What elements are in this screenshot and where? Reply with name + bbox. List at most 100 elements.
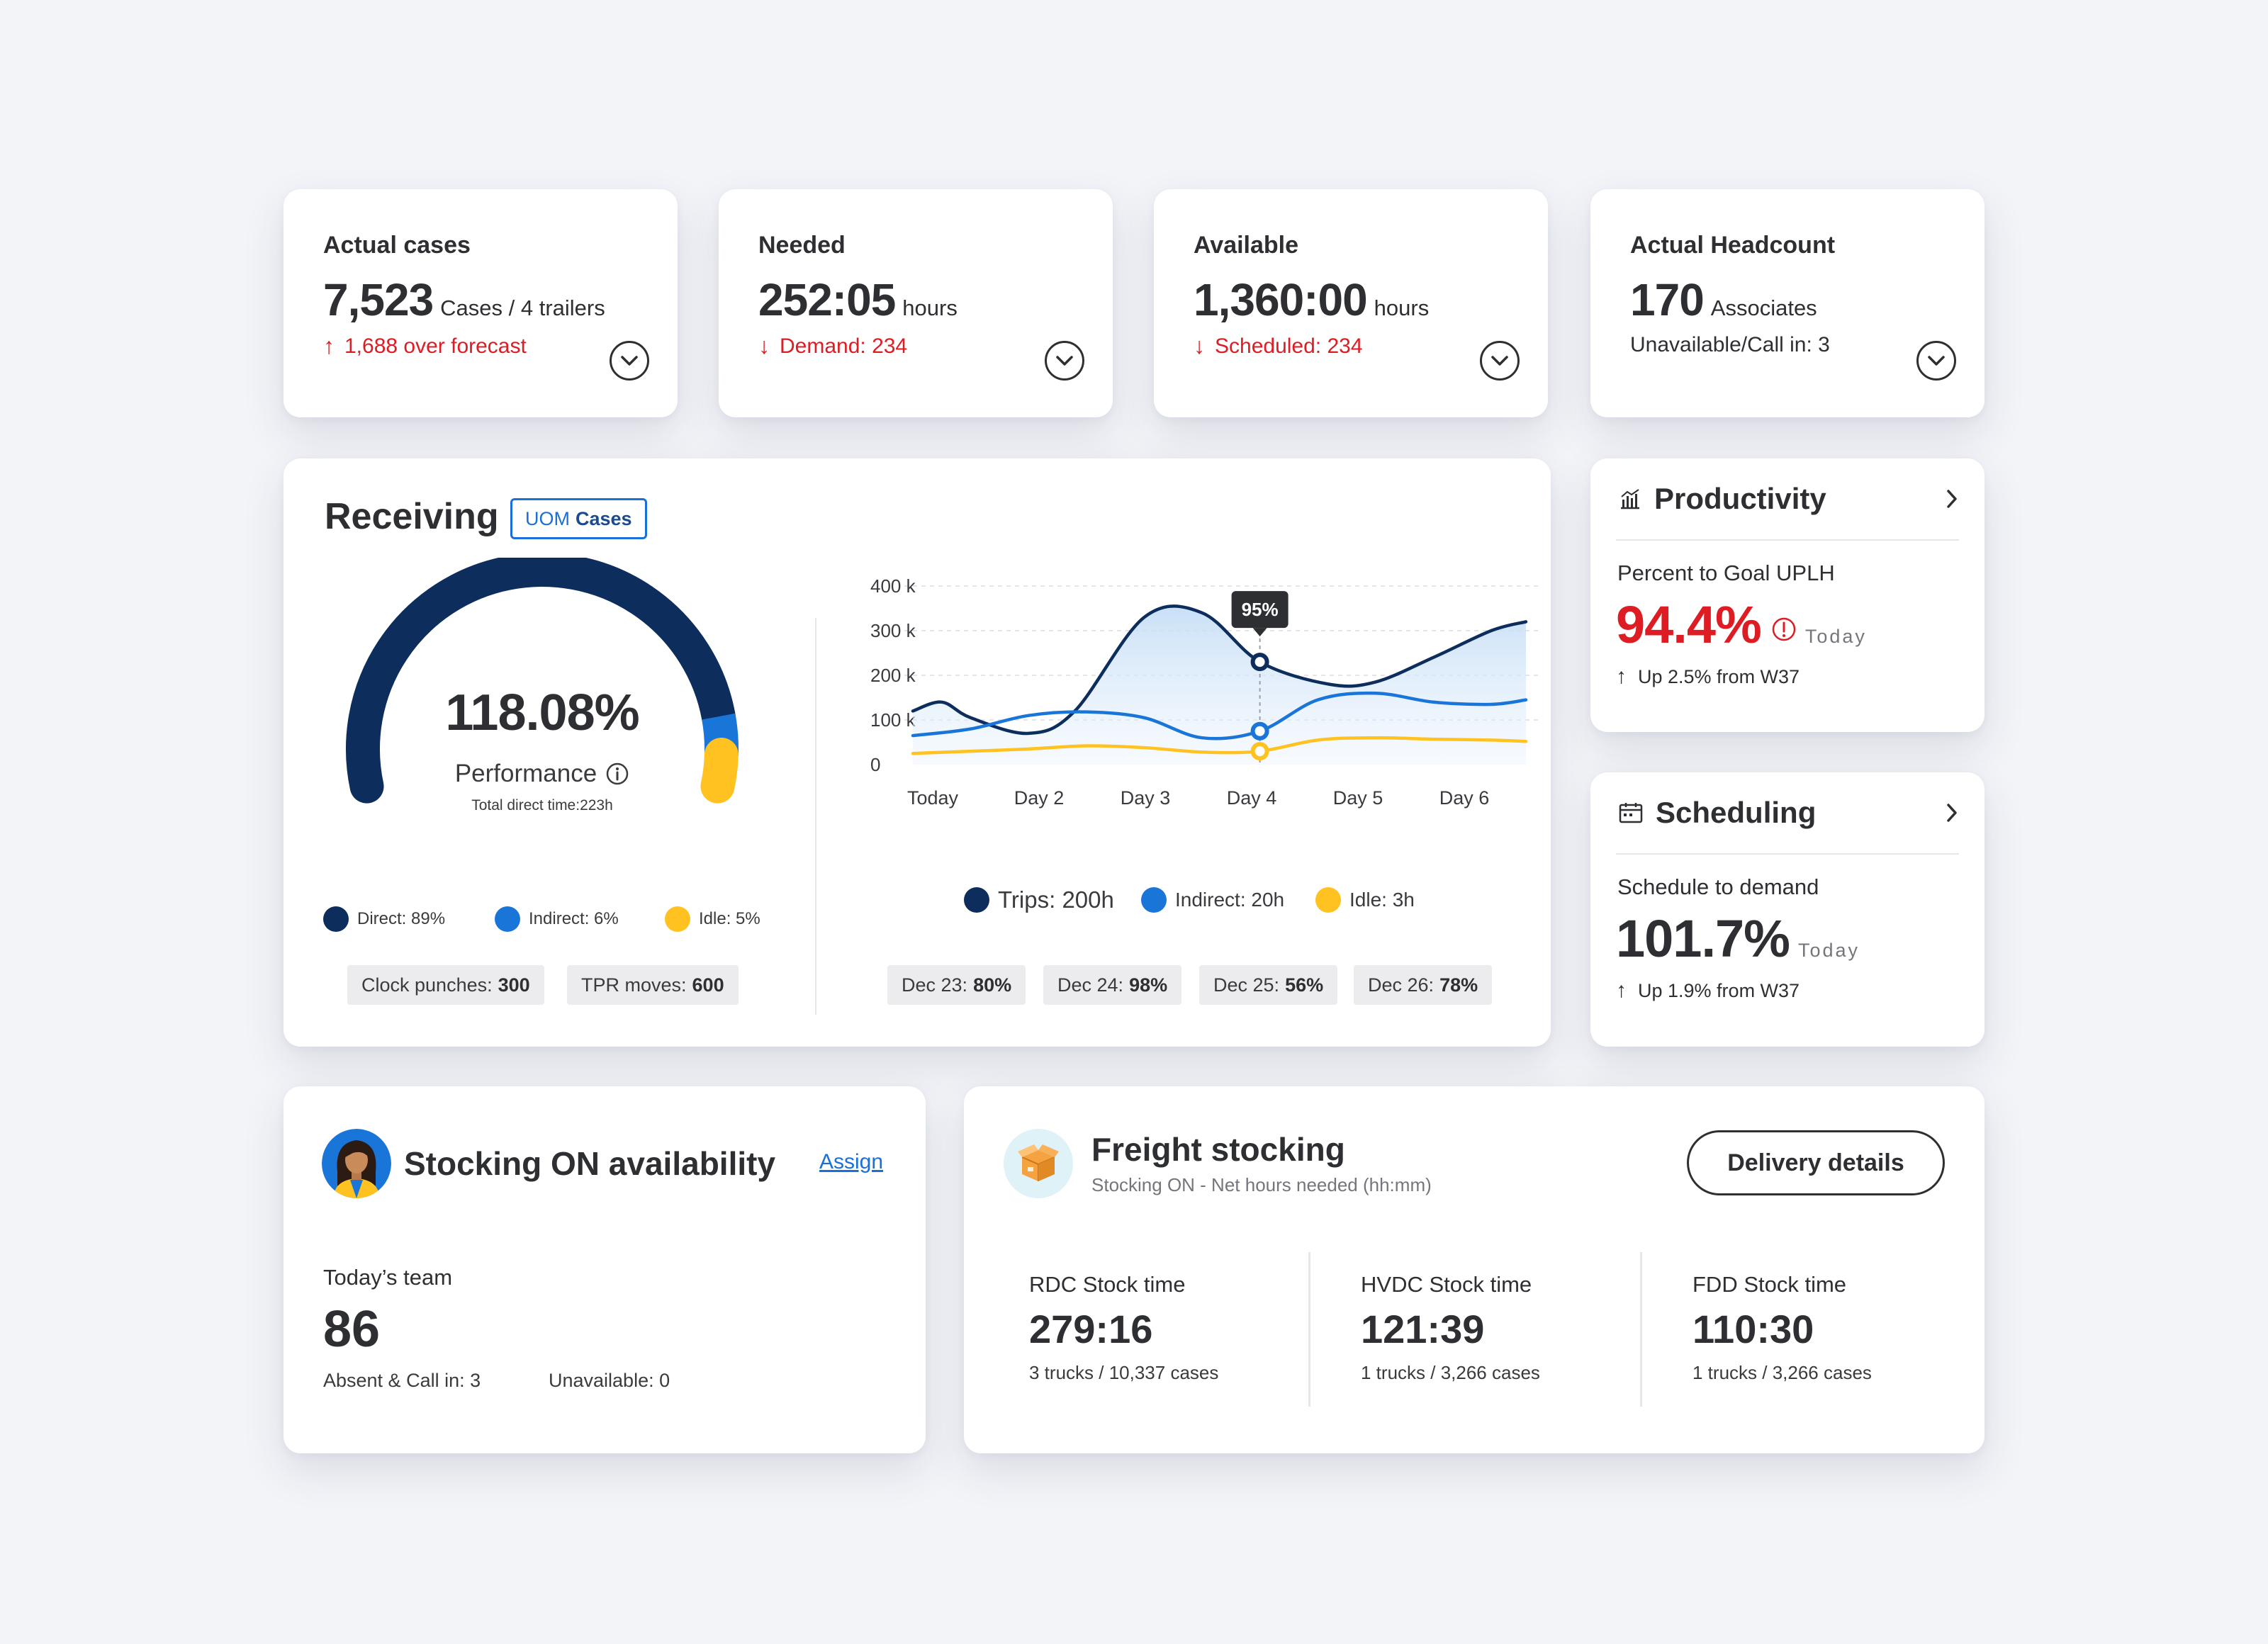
- gauge-segment-idle: [700, 737, 739, 804]
- expand-button[interactable]: [1916, 341, 1956, 381]
- delivery-details-button[interactable]: Delivery details: [1687, 1130, 1945, 1195]
- card-subtitle: Stocking ON - Net hours needed (hh:mm): [1091, 1174, 1432, 1195]
- section-title: Receiving: [325, 496, 499, 537]
- bar-chart-icon: [1621, 489, 1639, 509]
- chip-label: Dec 25:: [1213, 974, 1280, 996]
- clock-punches-chip: Clock punches: 300: [347, 965, 544, 1005]
- info-icon[interactable]: [605, 762, 629, 786]
- gauge-value: 118.08%: [445, 685, 639, 741]
- chip-value: 600: [692, 974, 724, 996]
- series-line-1: [911, 691, 1528, 741]
- metric-value: 94.4%: [1616, 595, 1762, 654]
- gauge-label-row: Performance: [284, 760, 801, 788]
- chip-label: Clock punches:: [361, 974, 493, 996]
- expand-button[interactable]: [610, 341, 649, 381]
- series-area: [913, 606, 1526, 765]
- divider: [815, 618, 816, 1015]
- series-marker[interactable]: [1250, 653, 1269, 672]
- productivity-card[interactable]: Productivity Percent to Goal UPLH 94.4% …: [1590, 458, 1984, 732]
- assign-link[interactable]: Assign: [819, 1150, 884, 1173]
- expand-button[interactable]: [1045, 341, 1084, 381]
- y-tick-label: 200 k: [870, 665, 916, 686]
- series-marker[interactable]: [1250, 742, 1269, 761]
- card-title: Stocking ON availability: [404, 1145, 776, 1182]
- kpi-sub: ↓ Scheduled: 234: [1194, 333, 1508, 359]
- kpi-sub-text: Scheduled: 234: [1215, 334, 1363, 358]
- legend-label: Idle: 5%: [699, 909, 760, 928]
- kpi-unit: Associates: [1710, 295, 1817, 320]
- uom-selector[interactable]: UOM Cases: [510, 498, 647, 539]
- chart-legend-idle: Idle: 3h: [1315, 887, 1415, 913]
- kpi-unit: hours: [1374, 295, 1430, 320]
- team-value: 86: [323, 1301, 381, 1358]
- series-line-2: [911, 736, 1528, 755]
- x-tick-label: Today: [907, 787, 959, 809]
- alert-icon: [1772, 617, 1796, 641]
- kpi-value: 252:05: [758, 274, 896, 325]
- legend-label: Trips: 200h: [998, 886, 1114, 913]
- chip-value: 80%: [973, 974, 1012, 996]
- box-icon: [1018, 1144, 1059, 1181]
- stock-label: FDD Stock time: [1692, 1272, 1847, 1297]
- x-tick-label: Day 2: [1014, 787, 1065, 809]
- trend-text: Up 1.9% from W37: [1638, 979, 1800, 1001]
- chip-value: 78%: [1439, 974, 1478, 996]
- chart-tooltip: 95%: [1231, 591, 1289, 637]
- freight-icon-wrapper: [1004, 1129, 1073, 1198]
- card-title: Scheduling: [1656, 796, 1817, 829]
- stocking-availability-card: Stocking ON availability Assign Today’s …: [284, 1086, 926, 1453]
- avatar: [322, 1129, 391, 1198]
- hvdc-stock-time: HVDC Stock time 121:39 1 trucks / 3,266 …: [1361, 1272, 1540, 1384]
- y-tick-label: 0: [870, 754, 880, 775]
- expand-button[interactable]: [1480, 341, 1520, 381]
- stock-sub: 1 trucks / 3,266 cases: [1692, 1362, 1872, 1383]
- legend-label: Indirect: 20h: [1175, 889, 1285, 911]
- arrow-down-icon: ↓: [1194, 333, 1205, 359]
- associate-avatar-icon: [322, 1129, 391, 1198]
- chip-value: 300: [498, 974, 530, 996]
- chevron-right-icon[interactable]: [1945, 802, 1959, 823]
- freight-stocking-card: Freight stocking Stocking ON - Net hours…: [964, 1086, 1984, 1453]
- chip-label: TPR moves:: [581, 974, 687, 996]
- legend-label: Idle: 3h: [1349, 889, 1415, 911]
- legend-swatch: [964, 887, 989, 913]
- metric-value: 101.7%: [1616, 909, 1790, 968]
- divider: [1640, 1252, 1642, 1407]
- gauge-segment-direct: [346, 558, 736, 804]
- legend-label: Direct: 89%: [357, 909, 446, 928]
- date-chip: Dec 23: 80%: [887, 965, 1026, 1005]
- stock-sub: 1 trucks / 3,266 cases: [1361, 1362, 1540, 1383]
- kpi-title: Needed: [758, 232, 846, 259]
- kpi-value: 170: [1630, 274, 1705, 325]
- rdc-stock-time: RDC Stock time 279:16 3 trucks / 10,337 …: [1029, 1272, 1218, 1384]
- receiving-line-chart: 400 k 300 k 200 k 100 k 0 Today Day 2 Day 3 Day …: [870, 575, 1538, 809]
- scheduling-card[interactable]: Scheduling Schedule to demand 101.7% Tod…: [1590, 772, 1984, 1047]
- chip-value: 56%: [1285, 974, 1324, 996]
- period-label: Today: [1804, 626, 1867, 647]
- absent-count: Absent & Call in: 3: [323, 1370, 481, 1391]
- stock-sub: 3 trucks / 10,337 cases: [1029, 1362, 1219, 1383]
- card-title: Freight stocking: [1091, 1131, 1345, 1168]
- stock-label: HVDC Stock time: [1361, 1272, 1532, 1297]
- performance-gauge: [346, 558, 739, 804]
- kpi-card-needed: Needed 252:05 hours ↓ Demand: 234: [719, 189, 1113, 417]
- series-line-0: [911, 604, 1528, 736]
- arrow-up-icon: ↑: [323, 333, 335, 359]
- kpi-unit: hours: [902, 295, 958, 320]
- series-marker[interactable]: [1250, 721, 1269, 741]
- kpi-title: Actual cases: [323, 232, 471, 259]
- arrow-down-icon: ↓: [758, 333, 770, 359]
- trend: ↑ Up 2.5% from W37: [1616, 665, 1959, 689]
- legend-swatch: [665, 906, 690, 932]
- metric-label: Schedule to demand: [1617, 874, 1819, 899]
- stock-value: 121:39: [1361, 1307, 1485, 1351]
- chart-legend-trips: Trips: 200h: [964, 886, 1114, 913]
- x-tick-label: Day 5: [1333, 787, 1383, 809]
- x-tick-label: Day 6: [1439, 787, 1490, 809]
- fdd-stock-time: FDD Stock time 110:30 1 trucks / 3,266 c…: [1692, 1272, 1872, 1384]
- kpi-title: Actual Headcount: [1630, 232, 1836, 259]
- kpi-card-actual-cases: Actual cases 7,523 Cases / 4 trailers ↑ …: [284, 189, 678, 417]
- legend-indirect: Indirect: 6%: [495, 906, 619, 932]
- receiving-card: Receiving UOM Cases 118.08% Performance …: [284, 458, 1551, 1047]
- chevron-right-icon[interactable]: [1945, 488, 1959, 509]
